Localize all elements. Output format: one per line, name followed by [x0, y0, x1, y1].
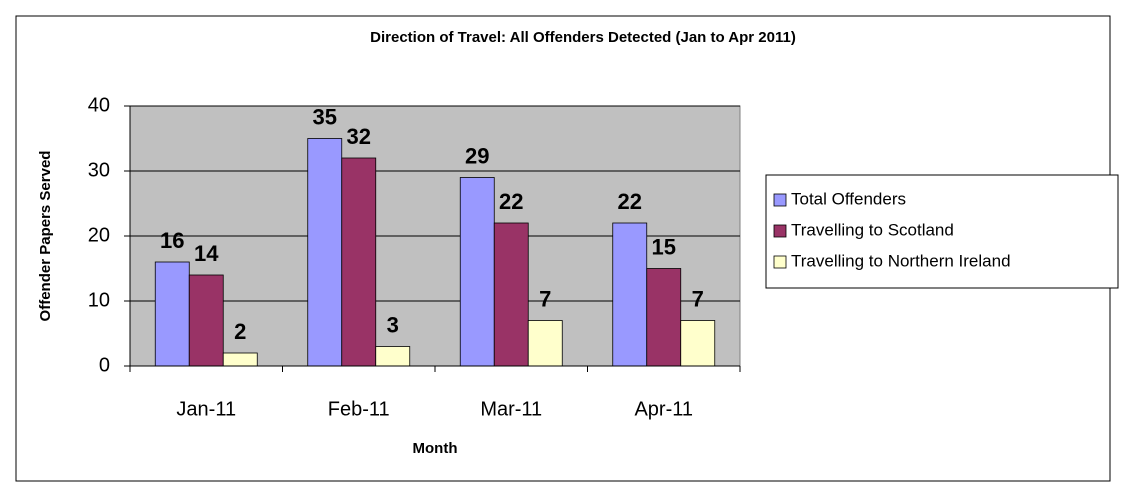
bar — [493, 222, 529, 367]
y-tick-label: 0 — [99, 354, 110, 376]
x-axis-label: Month — [413, 440, 458, 457]
legend-label: Total Offenders — [791, 189, 906, 208]
x-tick-label: Jan-11 — [176, 398, 236, 420]
value-label: 22 — [618, 189, 642, 214]
value-label: 29 — [465, 143, 489, 168]
value-label: 35 — [313, 104, 337, 129]
bar — [307, 138, 343, 367]
x-tick-label: Mar-11 — [480, 398, 542, 420]
value-label: 7 — [539, 286, 551, 311]
value-label: 3 — [387, 312, 399, 337]
y-tick-label: 20 — [88, 224, 110, 246]
legend-label: Travelling to Scotland — [791, 220, 954, 239]
bar — [680, 320, 716, 367]
chart-title: Direction of Travel: All Offenders Detec… — [370, 29, 796, 46]
value-label: 14 — [194, 241, 219, 266]
bar — [612, 222, 648, 367]
value-label: 2 — [234, 319, 246, 344]
bar — [527, 320, 563, 367]
value-label: 16 — [160, 228, 184, 253]
legend-swatch — [773, 255, 787, 269]
value-label: 22 — [499, 189, 523, 214]
bar — [188, 274, 224, 367]
bar — [459, 177, 495, 367]
value-label: 7 — [692, 286, 704, 311]
bar — [154, 261, 190, 367]
legend-label: Travelling to Northern Ireland — [791, 251, 1011, 270]
legend-box — [765, 174, 1119, 289]
value-label: 15 — [652, 234, 676, 259]
bar — [646, 268, 682, 367]
bar — [341, 157, 377, 367]
value-label: 32 — [347, 124, 371, 149]
y-tick-label: 10 — [88, 289, 110, 311]
y-tick-label: 30 — [88, 159, 110, 181]
bar — [222, 352, 258, 367]
y-tick-label: 40 — [88, 94, 110, 116]
y-axis-label: Offender Papers Served — [37, 151, 54, 322]
bar — [375, 346, 411, 367]
legend-swatch — [773, 224, 787, 238]
legend-swatch — [773, 193, 787, 207]
x-tick-label: Apr-11 — [634, 398, 693, 420]
x-tick-label: Feb-11 — [328, 398, 390, 420]
